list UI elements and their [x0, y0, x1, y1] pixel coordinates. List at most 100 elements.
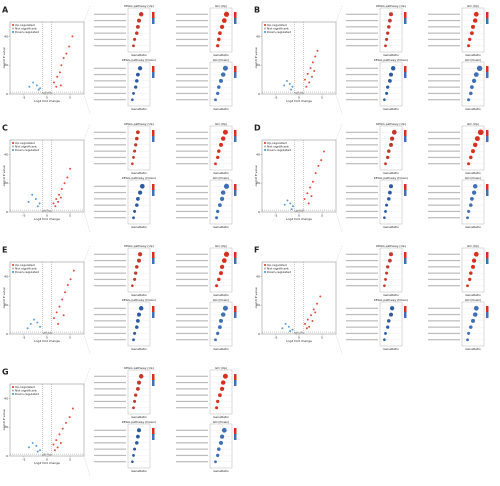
- colorbar-red: [404, 130, 407, 136]
- point: [305, 327, 308, 330]
- colorbar-red: [152, 252, 155, 258]
- colorbar-blue: [404, 136, 407, 142]
- legend-label: Down-regulated: [15, 392, 39, 396]
- point: [52, 81, 55, 84]
- term-label-placeholder: [346, 204, 378, 206]
- dotplot-frame: [127, 369, 151, 415]
- term-label-placeholder: [94, 448, 126, 450]
- dot: [472, 18, 478, 23]
- dot: [216, 91, 220, 96]
- term-label-placeholder: [176, 307, 208, 309]
- y-axis-label: -log10 P value: [254, 165, 258, 187]
- term-label-placeholder: [176, 217, 208, 219]
- colorbar-blue: [486, 258, 489, 264]
- term-label-placeholder: [346, 86, 378, 88]
- point: [58, 305, 61, 308]
- dot: [389, 72, 393, 77]
- dot: [214, 338, 217, 342]
- dot: [137, 190, 143, 195]
- dot: [221, 427, 227, 433]
- point: [71, 407, 74, 410]
- dot: [471, 149, 475, 154]
- dotplot-x-label: GeneRatio: [213, 347, 229, 351]
- dotplot-title: GO (Down): [465, 298, 481, 302]
- x-tick-label: 5: [321, 96, 323, 100]
- term-label-placeholder: [176, 388, 208, 390]
- point: [31, 442, 34, 445]
- dotplot-frame: [209, 7, 233, 53]
- legend-label: Up-regulated: [267, 23, 287, 27]
- point: [62, 314, 65, 317]
- point: [48, 91, 51, 94]
- dot: [131, 460, 134, 463]
- legend-swatch: [12, 393, 14, 395]
- term-label-placeholder: [428, 67, 460, 69]
- point: [60, 64, 63, 67]
- y-tick-label: 40: [4, 274, 8, 278]
- dot: [473, 11, 479, 17]
- dotplot-frame: [127, 423, 151, 469]
- term-label-placeholder: [346, 217, 378, 219]
- dot: [217, 85, 221, 89]
- dot: [470, 196, 474, 201]
- term-label-placeholder: [176, 332, 208, 335]
- point: [306, 192, 309, 195]
- dot: [136, 24, 140, 29]
- colorbar-blue: [234, 312, 237, 318]
- point: [34, 198, 37, 201]
- dot: [132, 454, 135, 457]
- legend-swatch: [264, 264, 266, 266]
- term-label-placeholder: [176, 191, 208, 194]
- dot: [388, 190, 392, 195]
- point: [52, 443, 55, 446]
- x-tick-label: 0: [298, 96, 300, 100]
- legend-swatch: [264, 142, 266, 144]
- point: [68, 416, 71, 419]
- term-label-placeholder: [176, 448, 208, 450]
- dotplot-frame: [127, 61, 151, 107]
- dot: [387, 149, 391, 153]
- dotplot-frame: [209, 125, 233, 171]
- dotplot-frame: [379, 61, 403, 107]
- dot: [391, 129, 397, 135]
- dot: [219, 440, 223, 445]
- dot: [138, 12, 144, 17]
- dot: [471, 78, 477, 83]
- colorbar-blue: [486, 72, 489, 78]
- point: [306, 318, 309, 321]
- dot: [222, 65, 228, 71]
- point: [71, 35, 74, 38]
- term-label-placeholder: [428, 99, 460, 101]
- dotplot-x-label: GeneRatio: [465, 53, 481, 57]
- connector: [83, 123, 91, 141]
- dot: [217, 37, 221, 42]
- point: [69, 278, 72, 281]
- dot: [132, 338, 135, 342]
- dot: [476, 65, 483, 72]
- panel-letter: F: [254, 246, 259, 255]
- dotplot-x-label: GeneRatio: [465, 107, 481, 111]
- legend-swatch: [12, 142, 14, 144]
- colorbar-red: [152, 12, 155, 18]
- dotplot-x-label: GeneRatio: [131, 171, 147, 175]
- dotplot-x-label: GeneRatio: [383, 171, 399, 175]
- term-label-placeholder: [94, 266, 126, 268]
- point: [310, 314, 313, 317]
- point: [286, 199, 289, 202]
- point: [61, 427, 64, 430]
- colorbar-red: [152, 428, 155, 434]
- dot: [469, 325, 473, 329]
- colorbar-red: [404, 252, 407, 258]
- term-label-placeholder: [176, 26, 208, 28]
- point: [43, 453, 46, 456]
- term-label-placeholder: [94, 45, 126, 47]
- term-label-placeholder: [346, 307, 378, 309]
- colorbar-blue: [152, 258, 155, 264]
- colorbar-blue: [152, 72, 155, 78]
- term-label-placeholder: [176, 13, 208, 15]
- term-label-placeholder: [176, 150, 208, 152]
- colorbar-red: [234, 306, 237, 312]
- point: [310, 195, 313, 198]
- term-label-placeholder: [346, 19, 378, 22]
